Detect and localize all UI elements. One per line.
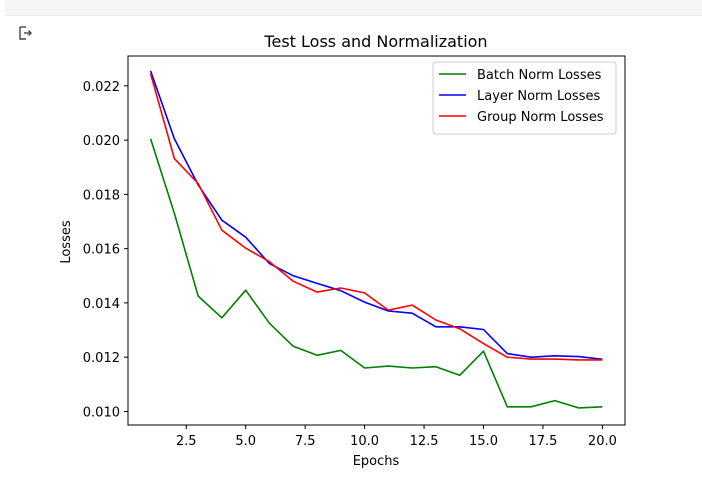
legend-entry: Batch Norm Losses [477, 68, 602, 83]
y-tick-label: 0.010 [83, 405, 120, 420]
legend-entry: Layer Norm Losses [477, 89, 600, 104]
x-tick-label: 5.0 [235, 434, 256, 449]
x-tick-label: 17.5 [528, 434, 557, 449]
chart-title: Test Loss and Normalization [263, 32, 487, 51]
y-tick-label: 0.018 [83, 188, 120, 203]
y-tick-label: 0.014 [83, 297, 120, 312]
series-line-group-norm-losses [149, 73, 603, 361]
x-tick-label: 12.5 [410, 434, 439, 449]
plot-axes: 2.5 5.0 7.5 10.0 12.5 15.0 17.5 20.0 0.010 0.012 0… [83, 55, 626, 449]
x-axis-label: Epochs [353, 454, 400, 469]
plot-frame [127, 55, 626, 426]
plot-lines [149, 70, 603, 409]
legend-entry: Group Norm Losses [477, 110, 604, 125]
output-icon[interactable] [17, 25, 35, 43]
y-tick-label: 0.020 [83, 134, 120, 149]
code-cell-bottom-strip [5, 0, 702, 16]
x-tick-label: 7.5 [295, 434, 316, 449]
y-tick-label: 0.012 [83, 351, 120, 366]
y-axis-label: Losses [59, 220, 74, 264]
legend-box [432, 61, 617, 135]
series-line-layer-norm-losses [149, 70, 603, 361]
x-tick-label: 15.0 [469, 434, 498, 449]
x-tick-label: 20.0 [588, 434, 617, 449]
x-tick-label: 2.5 [176, 434, 197, 449]
y-tick-label: 0.016 [83, 243, 120, 258]
series-line-batch-norm-losses [149, 138, 603, 409]
y-tick-label: 0.022 [83, 80, 120, 95]
chart-legend: Batch Norm Losses Layer Norm Losses Group … [432, 61, 617, 135]
x-tick-label: 10.0 [350, 434, 379, 449]
